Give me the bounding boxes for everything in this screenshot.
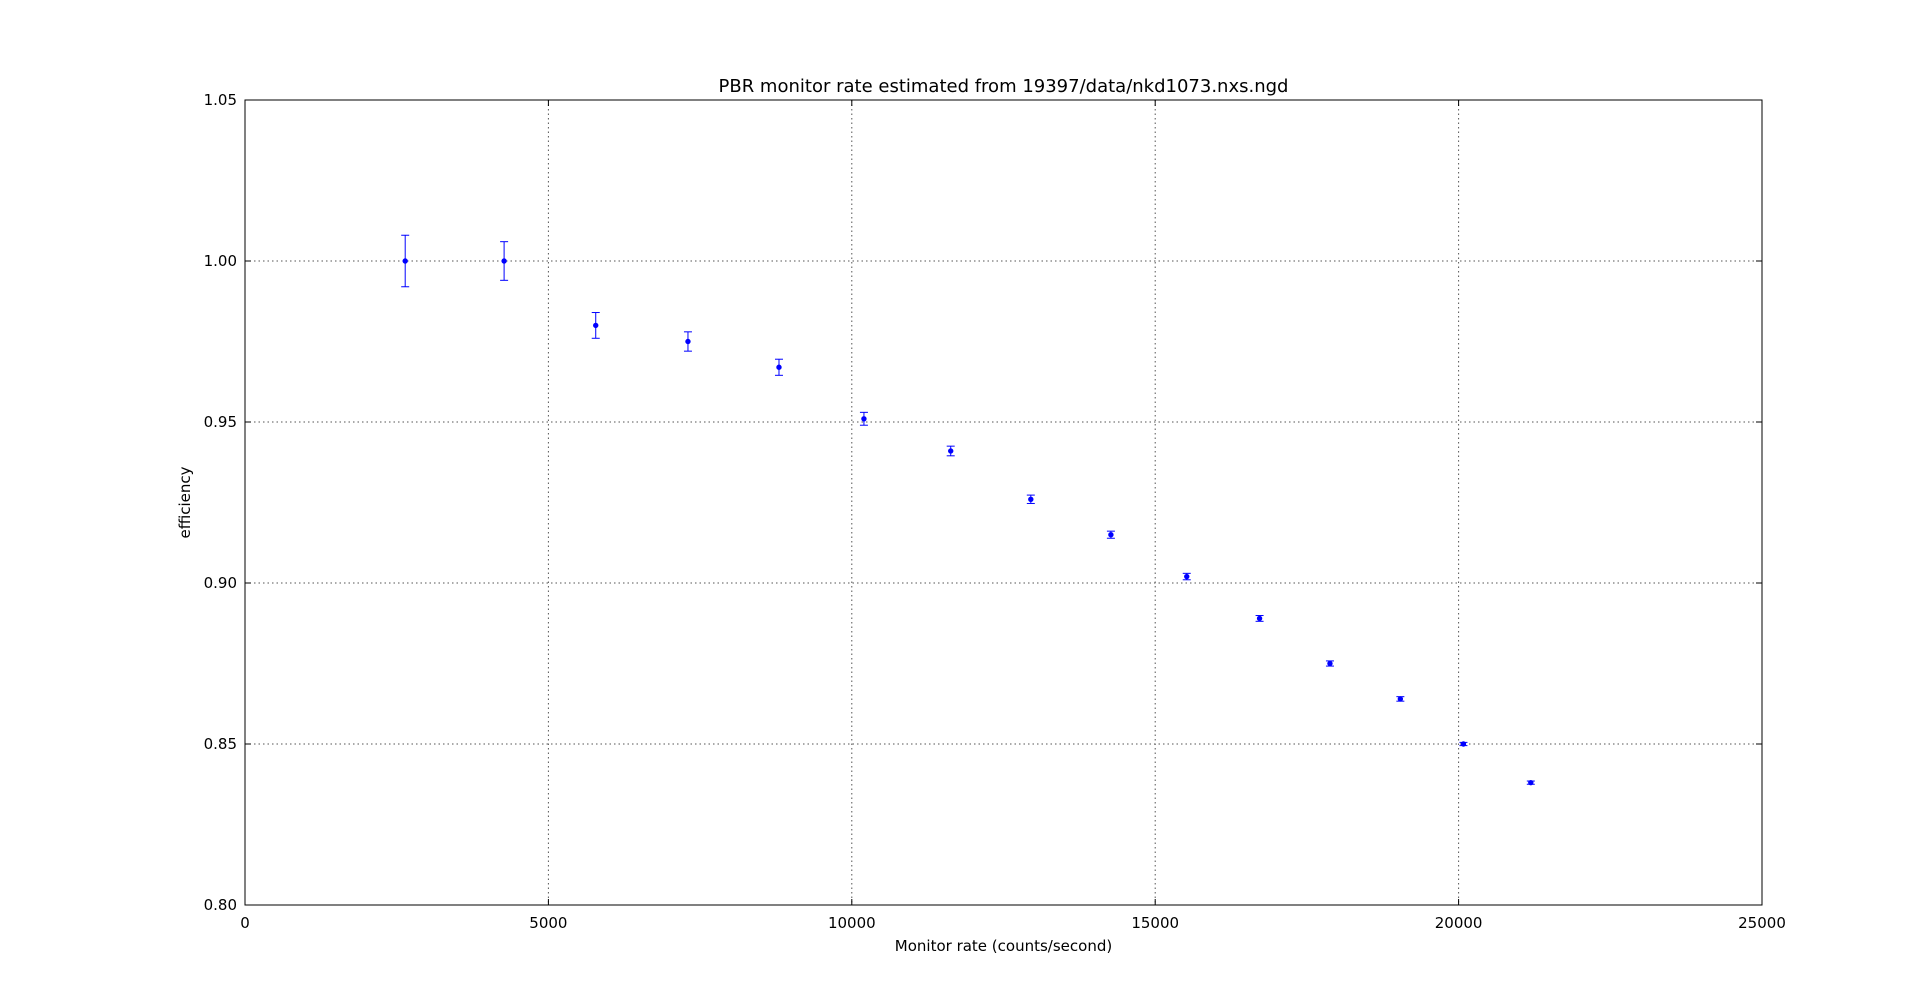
point-marker xyxy=(1327,660,1333,667)
y-tick-label: 1.00 xyxy=(204,252,237,270)
point-marker xyxy=(1184,573,1190,580)
data-point xyxy=(774,358,783,376)
data-point xyxy=(1182,572,1191,581)
point-marker xyxy=(861,416,867,422)
x-axis-label: Monitor rate (counts/second) xyxy=(895,937,1112,955)
y-tick-label: 0.80 xyxy=(204,896,237,914)
data-point xyxy=(859,411,868,426)
axis-ticks: 0 5000 10000 15000 20000 25000 0.80 0.85 0.90 0.9… xyxy=(204,91,1786,932)
x-tick-label: 10000 xyxy=(828,914,876,932)
y-tick-label: 0.90 xyxy=(204,574,237,592)
y-tick-label: 0.95 xyxy=(204,413,237,431)
grid xyxy=(245,100,1762,905)
data-point xyxy=(401,234,410,288)
data-point xyxy=(500,241,509,281)
data-point xyxy=(1526,779,1535,786)
point-marker xyxy=(1256,615,1263,622)
point-marker xyxy=(1460,741,1467,747)
point-marker xyxy=(1108,532,1114,538)
data-point xyxy=(1459,741,1468,747)
data-point xyxy=(683,331,692,352)
point-marker xyxy=(685,338,691,345)
point-marker xyxy=(501,258,507,264)
point-marker xyxy=(1397,696,1404,702)
y-tick-label: 1.05 xyxy=(204,91,237,109)
data-point xyxy=(1255,615,1264,622)
y-tick-label: 0.85 xyxy=(204,735,237,753)
point-marker xyxy=(1028,496,1034,502)
point-marker xyxy=(402,258,408,264)
plot-frame xyxy=(244,99,1763,906)
x-tick-label: 5000 xyxy=(529,914,567,932)
data-point xyxy=(1106,530,1115,539)
x-tick-label: 15000 xyxy=(1131,914,1179,932)
point-marker xyxy=(948,448,954,454)
chart-title: PBR monitor rate estimated from 19397/da… xyxy=(719,76,1289,97)
data-point xyxy=(946,445,955,457)
point-marker xyxy=(776,364,782,370)
y-axis-label: efficiency xyxy=(176,466,194,538)
data-point xyxy=(1325,660,1334,667)
x-tick-label: 0 xyxy=(240,914,250,932)
x-tick-label: 25000 xyxy=(1738,914,1786,932)
point-marker xyxy=(593,322,599,329)
data-point xyxy=(591,312,600,339)
data-point xyxy=(1396,696,1405,702)
x-tick-label: 20000 xyxy=(1435,914,1483,932)
data-points xyxy=(401,234,1535,786)
point-marker xyxy=(1528,779,1534,786)
data-point xyxy=(1026,494,1035,504)
